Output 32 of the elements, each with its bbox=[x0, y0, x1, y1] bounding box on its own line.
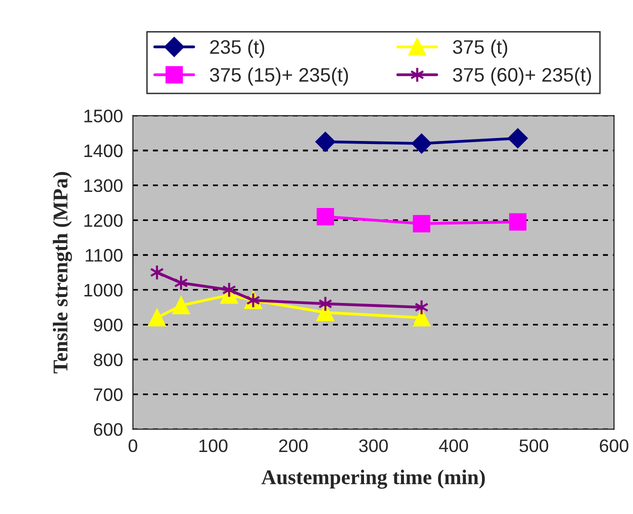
point bbox=[412, 309, 430, 326]
point bbox=[172, 296, 190, 314]
y-tick-label: 1300 bbox=[84, 179, 123, 192]
point bbox=[148, 309, 166, 326]
y-tick-label: 1100 bbox=[86, 248, 123, 262]
point bbox=[508, 128, 528, 148]
point bbox=[509, 213, 526, 231]
y-tick-label: 800 bbox=[94, 353, 123, 366]
legend-label: 375 (60)+ 235(t) bbox=[452, 67, 591, 86]
y-axis-title: Tensile strength (MPa) bbox=[52, 172, 72, 374]
y-tick-label: 1000 bbox=[84, 284, 123, 297]
point bbox=[315, 132, 336, 152]
x-axis-title: Austempering time (min) bbox=[261, 470, 485, 489]
y-tick-label: 1200 bbox=[84, 214, 123, 227]
y-tick-label: 1400 bbox=[84, 144, 123, 158]
x-tick-label: 500 bbox=[519, 439, 548, 452]
y-tick-label: 900 bbox=[94, 318, 123, 332]
legend-label: 235 (t) bbox=[210, 40, 264, 58]
legend-label: 375 (t) bbox=[452, 40, 508, 58]
y-tick-label: 1500 bbox=[84, 110, 123, 122]
x-tick-label: 200 bbox=[279, 439, 308, 452]
point bbox=[412, 134, 432, 154]
x-tick-label: 400 bbox=[439, 439, 468, 452]
x-tick-label: 600 bbox=[600, 439, 628, 452]
point bbox=[316, 208, 334, 226]
point bbox=[412, 214, 430, 232]
y-tick-label: 600 bbox=[94, 423, 123, 436]
x-tick-label: 300 bbox=[359, 439, 388, 452]
legend-label: 375 (15)+ 235(t) bbox=[210, 67, 348, 86]
y-tick-label: 700 bbox=[94, 388, 123, 402]
x-tick-label: 100 bbox=[199, 439, 228, 452]
x-tick-label: 0 bbox=[128, 439, 138, 452]
